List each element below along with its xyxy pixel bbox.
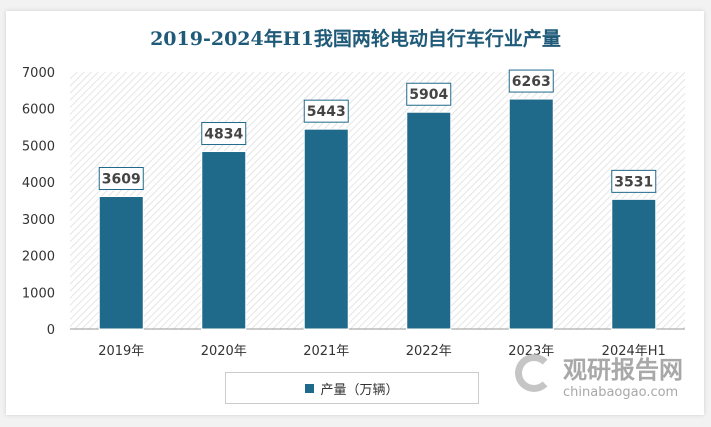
data-label: 4834 [204, 127, 243, 143]
bar [611, 198, 657, 330]
data-label-box [508, 69, 554, 93]
data-label-box [611, 169, 657, 193]
watermark: 观研报告网 chinabaogao.com [515, 350, 683, 400]
data-label-box [98, 166, 144, 190]
data-label: 5904 [409, 87, 448, 103]
x-tick-label: 2020年 [201, 344, 247, 359]
bar [98, 195, 144, 330]
data-label-box [201, 122, 247, 146]
bar [508, 98, 554, 330]
y-tick-label: 2000 [22, 250, 55, 265]
data-label: 5443 [307, 104, 346, 120]
y-tick-label: 6000 [22, 103, 55, 118]
bar [201, 151, 247, 330]
data-label: 3609 [102, 171, 141, 187]
bar [406, 111, 452, 330]
x-tick-label: 2019年 [98, 344, 144, 359]
x-tick-label: 2021年 [303, 344, 349, 359]
x-tick-label: 2024年H1 [602, 344, 666, 359]
legend-label: 产量（万辆） [320, 382, 399, 398]
x-tick-label: 2022年 [406, 344, 452, 359]
y-tick-label: 5000 [22, 139, 55, 154]
y-tick-label: 3000 [22, 213, 55, 228]
y-tick-label: 4000 [22, 176, 55, 191]
data-label-box [303, 99, 349, 123]
data-label: 6263 [512, 74, 551, 90]
legend: 产量（万辆） [225, 372, 479, 404]
legend-swatch [305, 383, 315, 393]
data-label: 3531 [614, 174, 653, 190]
bar [303, 128, 349, 330]
chart-title: 2019-2024年H1我国两轮电动自行车行业产量 [150, 28, 561, 50]
watermark-logo-icon [515, 354, 553, 392]
y-tick-label: 7000 [22, 66, 55, 81]
plot-area [70, 72, 685, 329]
watermark-cn: 观研报告网 [563, 356, 683, 384]
data-label-box [406, 82, 452, 106]
y-tick-label: 1000 [22, 286, 55, 301]
watermark-en: chinabaogao.com [563, 385, 679, 400]
y-tick-label: 0 [47, 323, 55, 338]
